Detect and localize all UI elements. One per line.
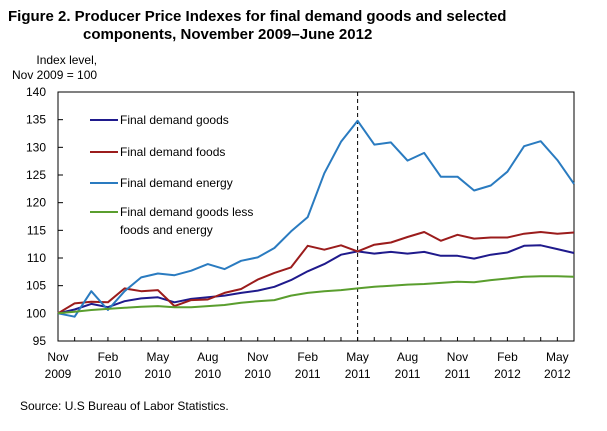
x-tick-label-month: Feb [497, 350, 518, 364]
legend-label-4: Final demand goods less [120, 205, 253, 219]
x-tick-label-month: Nov [247, 350, 268, 364]
x-tick-label-year: 2011 [295, 367, 321, 381]
source-note: Source: U.S Bureau of Labor Statistics. [20, 399, 229, 413]
x-tick-label-year: 2011 [345, 367, 371, 381]
x-tick-label-year: 2009 [45, 367, 72, 381]
series-line-4 [57, 275, 575, 315]
x-tick-label-month: May [546, 350, 569, 364]
y-tick-label: 95 [33, 334, 47, 348]
x-tick-label-year: 2010 [194, 367, 221, 381]
y-axis-label: Index level, Nov 2009 = 100 [12, 53, 97, 83]
x-tick-label-year: 2011 [445, 367, 471, 381]
legend-label-3: Final demand energy [120, 176, 233, 190]
x-tick-label-year: 2010 [145, 367, 172, 381]
x-tick-label-year: 2012 [544, 367, 571, 381]
x-tick-label-year: 2010 [244, 367, 271, 381]
plot-frame [57, 91, 575, 342]
x-tick-label-month: May [346, 350, 369, 364]
x-tick-label-month: Aug [197, 350, 218, 364]
x-tick-label-year: 2010 [95, 367, 122, 381]
legend-label-4: foods and energy [120, 223, 213, 237]
x-tick-label-year: 2011 [395, 367, 421, 381]
x-tick-label-month: Nov [47, 350, 68, 364]
series-line-3 [57, 119, 575, 318]
legend-label-1: Final demand goods [120, 113, 229, 127]
x-tick-label-month: Nov [447, 350, 468, 364]
y-tick-label: 130 [26, 140, 46, 154]
y-tick-label: 105 [26, 279, 46, 293]
y-tick-label: 115 [27, 223, 46, 237]
x-tick-label-month: May [147, 350, 170, 364]
x-tick-label-month: Aug [397, 350, 418, 364]
x-tick-label-month: Feb [98, 350, 119, 364]
y-tick-label: 125 [26, 168, 46, 182]
series-line-2 [57, 231, 575, 315]
y-tick-label: 120 [26, 196, 46, 210]
y-tick-label: 135 [26, 113, 46, 127]
chart-title: Figure 2. Producer Price Indexes for fin… [8, 8, 598, 44]
x-tick-label-month: Feb [297, 350, 318, 364]
x-tick-label-year: 2012 [494, 367, 521, 381]
legend-label-2: Final demand foods [120, 145, 225, 159]
y-axis-label-line-2: Nov 2009 = 100 [12, 68, 98, 82]
chart-title-line-2: components, November 2009–June 2012 [83, 26, 373, 43]
chart-title-line-1: Figure 2. Producer Price Indexes for fin… [8, 8, 507, 25]
y-tick-label: 140 [26, 85, 46, 99]
y-axis-label-line-1: Index level, [36, 53, 98, 67]
series-line-1 [57, 244, 575, 315]
y-tick-label: 110 [27, 251, 46, 265]
y-tick-label: 100 [26, 306, 46, 320]
